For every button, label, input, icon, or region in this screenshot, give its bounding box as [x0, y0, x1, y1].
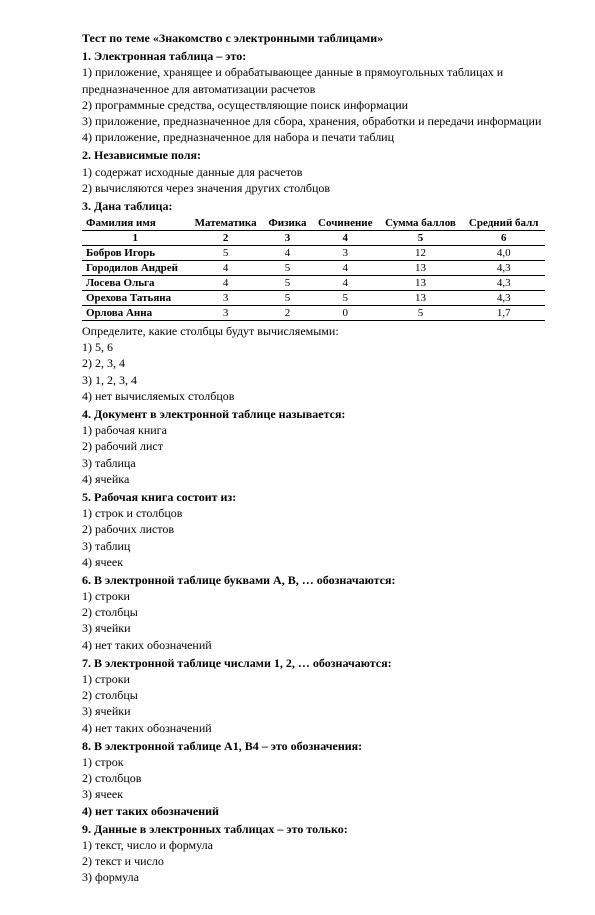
- q4-option-2: 2) рабочий лист: [82, 438, 545, 454]
- cell: 1,7: [462, 306, 545, 321]
- q7-option-2: 2) столбцы: [82, 687, 545, 703]
- cell: 3: [188, 291, 262, 306]
- table-row: Городилов Андрей 4 5 4 13 4,3: [82, 261, 545, 276]
- q4-header: 4. Документ в электронной таблице называ…: [82, 406, 545, 422]
- num-6: 6: [462, 231, 545, 246]
- q5-option-1: 1) строк и столбцов: [82, 505, 545, 521]
- q8-option-3: 3) ячеек: [82, 786, 545, 802]
- cell: 13: [379, 291, 463, 306]
- cell-name: Бобров Игорь: [82, 246, 188, 261]
- q2-header: 2. Независимые поля:: [82, 147, 545, 163]
- q6-option-2: 2) столбцы: [82, 604, 545, 620]
- q6-option-1: 1) строки: [82, 588, 545, 604]
- col-header-math: Математика: [188, 216, 262, 231]
- q9-option-3: 3) формула: [82, 869, 545, 885]
- col-header-physics: Физика: [263, 216, 312, 231]
- page-content: Тест по теме «Знакомство с электронными …: [0, 0, 595, 915]
- q1-option-4: 4) приложение, предназначенное для набор…: [82, 129, 545, 145]
- q2-option-1: 1) содержат исходные данные для расчетов: [82, 164, 545, 180]
- num-3: 3: [263, 231, 312, 246]
- cell: 4: [312, 261, 379, 276]
- cell: 5: [379, 306, 463, 321]
- cell: 4,3: [462, 291, 545, 306]
- cell: 3: [188, 306, 262, 321]
- num-4: 4: [312, 231, 379, 246]
- cell: 5: [263, 291, 312, 306]
- cell: 4,3: [462, 276, 545, 291]
- q1-header: 1. Электронная таблица – это:: [82, 48, 545, 64]
- cell: 13: [379, 261, 463, 276]
- q4-option-1: 1) рабочая книга: [82, 422, 545, 438]
- table-row: Лосева Ольга 4 5 4 13 4,3: [82, 276, 545, 291]
- cell: 4,0: [462, 246, 545, 261]
- cell: 5: [312, 291, 379, 306]
- q9-option-1: 1) текст, число и формула: [82, 837, 545, 853]
- table-row: Бобров Игорь 5 4 3 12 4,0: [82, 246, 545, 261]
- q7-option-4: 4) нет таких обозначений: [82, 720, 545, 736]
- q9-header: 9. Данные в электронных таблицах – это т…: [82, 821, 545, 837]
- q3-header: 3. Дана таблица:: [82, 198, 545, 214]
- q8-option-4: 4) нет таких обозначений: [82, 803, 545, 819]
- q8-option-1: 1) строк: [82, 754, 545, 770]
- cell-name: Орлова Анна: [82, 306, 188, 321]
- test-title: Тест по теме «Знакомство с электронными …: [82, 30, 545, 46]
- cell-name: Городилов Андрей: [82, 261, 188, 276]
- q6-option-3: 3) ячейки: [82, 620, 545, 636]
- q9-option-2: 2) текст и число: [82, 853, 545, 869]
- table-header-row: Фамилия имя Математика Физика Сочинение …: [82, 216, 545, 231]
- cell-name: Орехова Татьяна: [82, 291, 188, 306]
- cell: 4,3: [462, 261, 545, 276]
- table-number-row: 1 2 3 4 5 6: [82, 231, 545, 246]
- q3-option-3: 3) 1, 2, 3, 4: [82, 372, 545, 388]
- q5-header: 5. Рабочая книга состоит из:: [82, 489, 545, 505]
- q5-option-3: 3) таблиц: [82, 538, 545, 554]
- q5-option-2: 2) рабочих листов: [82, 521, 545, 537]
- cell: 4: [263, 246, 312, 261]
- q6-header: 6. В электронной таблице буквами A, B, ……: [82, 572, 545, 588]
- q7-header: 7. В электронной таблице числами 1, 2, ……: [82, 655, 545, 671]
- q4-option-4: 4) ячейка: [82, 471, 545, 487]
- q1-option-2: 2) программные средства, осуществляющие …: [82, 97, 545, 113]
- q7-option-3: 3) ячейки: [82, 703, 545, 719]
- col-header-name: Фамилия имя: [82, 216, 188, 231]
- cell: 5: [263, 261, 312, 276]
- num-1: 1: [82, 231, 188, 246]
- cell: 3: [312, 246, 379, 261]
- col-header-sum: Сумма баллов: [379, 216, 463, 231]
- q2-option-2: 2) вычисляются через значения других сто…: [82, 180, 545, 196]
- cell-name: Лосева Ольга: [82, 276, 188, 291]
- cell: 4: [312, 276, 379, 291]
- q3-option-1: 1) 5, 6: [82, 339, 545, 355]
- col-header-essay: Сочинение: [312, 216, 379, 231]
- num-2: 2: [188, 231, 262, 246]
- q1-option-1: 1) приложение, хранящее и обрабатывающее…: [82, 64, 545, 96]
- num-5: 5: [379, 231, 463, 246]
- q8-option-2: 2) столбцов: [82, 770, 545, 786]
- cell: 2: [263, 306, 312, 321]
- cell: 0: [312, 306, 379, 321]
- q6-option-4: 4) нет таких обозначений: [82, 637, 545, 653]
- cell: 5: [188, 246, 262, 261]
- table-row: Орлова Анна 3 2 0 5 1,7: [82, 306, 545, 321]
- q4-option-3: 3) таблица: [82, 455, 545, 471]
- q8-header: 8. В электронной таблице A1, B4 – это об…: [82, 738, 545, 754]
- q3-option-2: 2) 2, 3, 4: [82, 355, 545, 371]
- q7-option-1: 1) строки: [82, 671, 545, 687]
- cell: 13: [379, 276, 463, 291]
- cell: 4: [188, 261, 262, 276]
- cell: 5: [263, 276, 312, 291]
- q1-option-3: 3) приложение, предназначенное для сбора…: [82, 113, 545, 129]
- col-header-avg: Средний балл: [462, 216, 545, 231]
- data-table: Фамилия имя Математика Физика Сочинение …: [82, 216, 545, 321]
- cell: 12: [379, 246, 463, 261]
- q5-option-4: 4) ячеек: [82, 554, 545, 570]
- cell: 4: [188, 276, 262, 291]
- q3-option-4: 4) нет вычисляемых столбцов: [82, 388, 545, 404]
- table-row: Орехова Татьяна 3 5 5 13 4,3: [82, 291, 545, 306]
- q3-prompt: Определите, какие столбцы будут вычисляе…: [82, 323, 545, 339]
